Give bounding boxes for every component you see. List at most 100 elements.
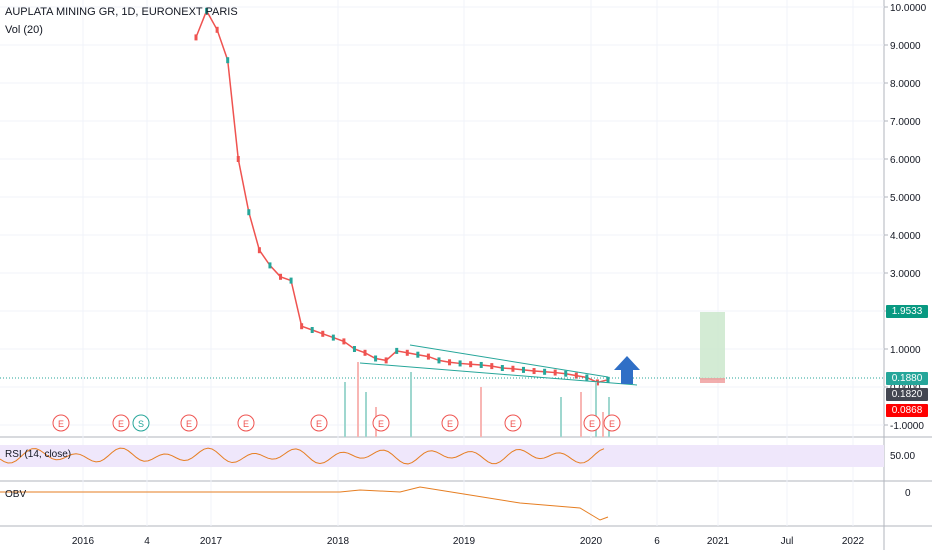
y-tick-label: 5.0000 bbox=[890, 193, 921, 204]
candle-point bbox=[289, 277, 293, 284]
candle-point bbox=[405, 349, 409, 356]
price-tag-current: 0.1880 bbox=[886, 372, 928, 385]
obv-line bbox=[0, 486, 609, 521]
rsi-line bbox=[0, 447, 605, 465]
candle-point bbox=[521, 366, 525, 373]
candle-point bbox=[194, 34, 198, 41]
candle-point bbox=[279, 273, 283, 280]
price-tag-stop: 0.0868 bbox=[886, 404, 928, 417]
event-marker bbox=[603, 414, 621, 432]
volume-bar bbox=[344, 382, 346, 437]
candle-point bbox=[236, 156, 240, 162]
candle-point bbox=[416, 351, 420, 358]
obv-label: OBV bbox=[5, 489, 27, 500]
event-marker-label: E bbox=[378, 419, 384, 429]
volume-bar bbox=[480, 387, 482, 437]
price-tag-target: 1.9533 bbox=[886, 305, 928, 318]
candle-point bbox=[352, 346, 356, 352]
event-marker bbox=[441, 414, 459, 432]
candle-point bbox=[448, 359, 452, 366]
candle-point bbox=[215, 26, 219, 33]
x-tick-label: 2017 bbox=[200, 536, 223, 547]
rsi-band bbox=[0, 445, 884, 467]
chart-title: AUPLATA MINING GR, 1D, EURONEXT PARIS bbox=[5, 6, 238, 18]
event-marker bbox=[583, 414, 601, 432]
candle-point bbox=[458, 360, 462, 367]
y-tick-label: 6.0000 bbox=[890, 155, 921, 166]
event-marker bbox=[112, 414, 130, 432]
candle-point bbox=[300, 323, 304, 330]
candle-point bbox=[606, 376, 610, 383]
candle-point bbox=[543, 368, 547, 375]
event-marker bbox=[310, 414, 328, 432]
stop-zone bbox=[700, 378, 725, 383]
event-marker-label: E bbox=[510, 419, 516, 429]
event-marker bbox=[52, 414, 70, 432]
candle-point bbox=[395, 347, 399, 354]
candle-point bbox=[257, 247, 261, 254]
candle-point bbox=[564, 370, 568, 377]
candle-point bbox=[226, 57, 230, 64]
candle-point bbox=[595, 379, 599, 386]
y-tick-label: 7.0000 bbox=[890, 117, 921, 128]
event-marker bbox=[372, 414, 390, 432]
x-tick-label: 2022 bbox=[842, 536, 865, 547]
event-marker-label: E bbox=[609, 419, 615, 429]
event-marker-label: S bbox=[138, 419, 144, 429]
volume-bar bbox=[357, 362, 359, 437]
volume-bar bbox=[410, 372, 412, 437]
candle-point bbox=[511, 365, 515, 372]
volume-bar bbox=[602, 412, 604, 437]
candle-point bbox=[553, 369, 557, 376]
rsi-tick: 50.00 bbox=[890, 451, 916, 462]
candle-point bbox=[479, 361, 483, 368]
wedge-lower-line bbox=[359, 362, 638, 386]
candle-point bbox=[363, 349, 367, 356]
candle-point bbox=[384, 357, 388, 364]
candle-point bbox=[585, 374, 589, 381]
candle-point bbox=[268, 262, 272, 269]
rsi-label: RSI (14, close) bbox=[5, 449, 72, 460]
event-marker-label: E bbox=[186, 419, 192, 429]
event-marker-label: E bbox=[447, 419, 453, 429]
wedge-upper-line bbox=[409, 344, 609, 378]
event-marker bbox=[504, 414, 522, 432]
candle-point bbox=[247, 209, 251, 216]
price-tag-last: 0.1820 bbox=[886, 388, 928, 401]
candle-point bbox=[205, 7, 209, 14]
x-tick-label: 6 bbox=[654, 536, 660, 547]
event-marker bbox=[132, 414, 150, 432]
x-tick-label: 2016 bbox=[72, 536, 95, 547]
x-tick-label: 4 bbox=[144, 536, 150, 547]
volume-label: Vol (20) bbox=[5, 24, 43, 36]
event-marker-label: E bbox=[58, 419, 64, 429]
candle-point bbox=[321, 330, 325, 337]
event-marker-label: E bbox=[589, 419, 595, 429]
candle-point bbox=[342, 338, 346, 345]
price-series bbox=[195, 9, 609, 384]
volume-bar bbox=[365, 392, 367, 437]
candle-point bbox=[426, 353, 430, 360]
candle-point bbox=[574, 372, 578, 379]
candle-point bbox=[437, 357, 441, 364]
x-tick-label: 2019 bbox=[453, 536, 476, 547]
x-tick-label: Jul bbox=[781, 536, 794, 547]
event-marker bbox=[180, 414, 198, 432]
event-marker-label: E bbox=[316, 419, 322, 429]
candle-point bbox=[310, 327, 314, 333]
volume-bar bbox=[580, 392, 582, 437]
event-marker bbox=[237, 414, 255, 432]
candle-point bbox=[331, 334, 335, 341]
x-tick-label: 2021 bbox=[707, 536, 730, 547]
y-tick-label: 1.0000 bbox=[890, 345, 921, 356]
x-tick-label: 2018 bbox=[327, 536, 350, 547]
event-marker-label: E bbox=[243, 419, 249, 429]
candle-point bbox=[469, 361, 473, 368]
volume-bar bbox=[595, 382, 597, 437]
event-marker-label: E bbox=[118, 419, 124, 429]
x-tick-label: 2020 bbox=[580, 536, 603, 547]
volume-bar bbox=[560, 397, 562, 437]
y-tick-label: 9.0000 bbox=[890, 41, 921, 52]
candle-point bbox=[490, 363, 494, 370]
